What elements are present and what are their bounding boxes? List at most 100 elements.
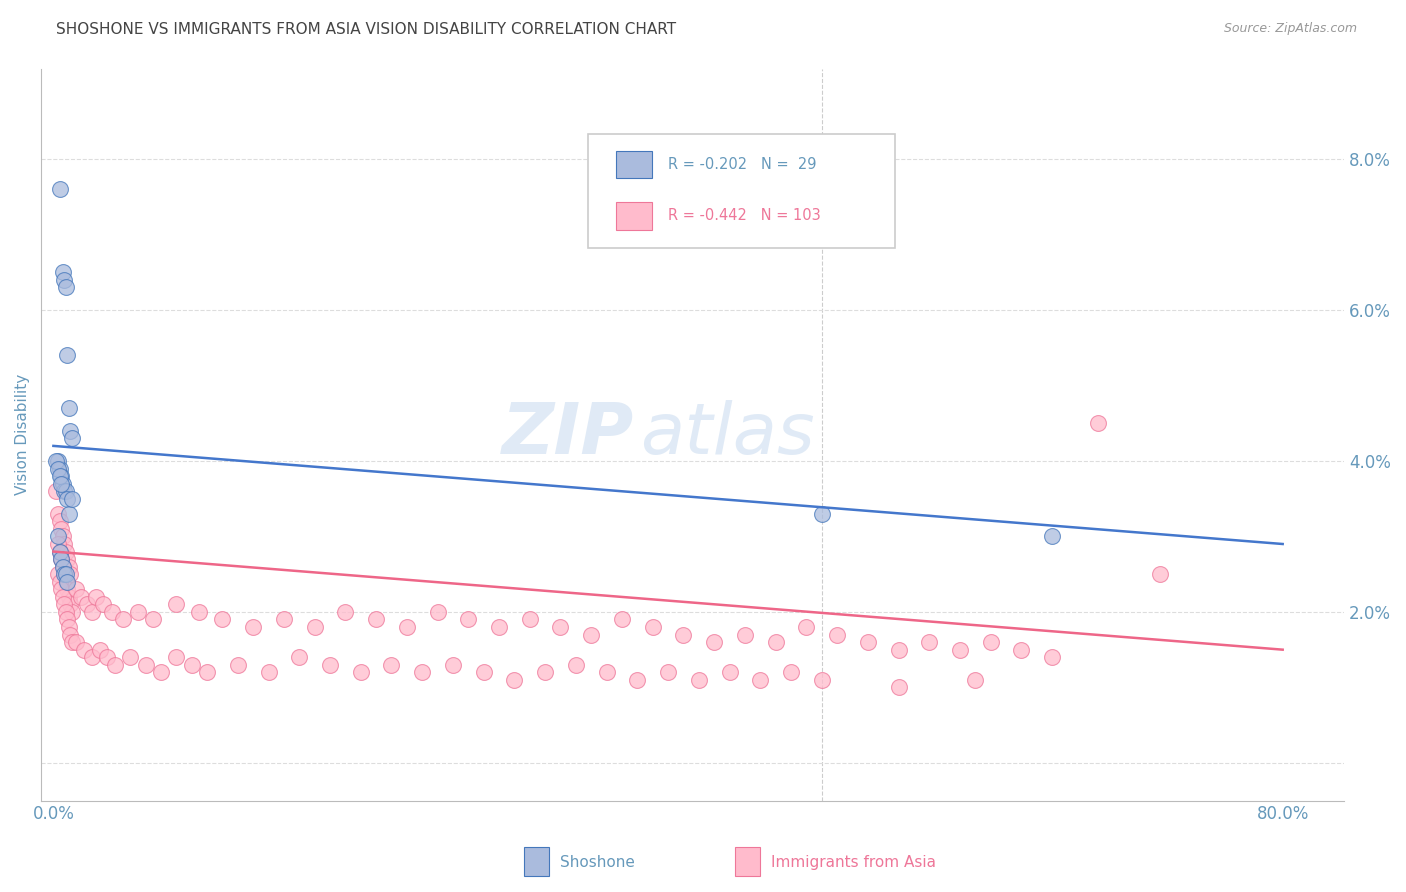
Point (60, 491, 83, 506)
Point (149, 665, 172, 680)
Point (49, 552, 72, 566)
Point (53, 484, 76, 499)
Point (749, 673, 772, 687)
Point (411, 665, 433, 680)
Point (104, 657, 127, 672)
Point (257, 665, 280, 680)
Point (1087, 416, 1109, 430)
Point (46, 537, 69, 551)
Point (49, 469, 72, 483)
Point (52, 476, 75, 491)
Point (703, 635, 725, 649)
Point (48, 574, 70, 589)
Point (610, 612, 633, 626)
Point (127, 605, 149, 619)
Text: R = -0.202   N =  29: R = -0.202 N = 29 (668, 157, 817, 172)
Point (56, 552, 79, 566)
Point (53, 567, 76, 582)
Point (180, 657, 202, 672)
Point (65, 635, 87, 649)
Point (718, 665, 741, 680)
Point (55, 605, 77, 619)
Point (304, 620, 326, 634)
Point (46, 507, 69, 521)
Point (641, 620, 664, 634)
Point (80, 650, 103, 665)
Point (48, 469, 70, 483)
Point (794, 620, 817, 634)
Point (53, 537, 76, 551)
Point (45, 484, 67, 499)
FancyBboxPatch shape (588, 135, 894, 248)
Point (46, 529, 69, 543)
Point (426, 605, 449, 619)
Point (91, 598, 114, 612)
Point (53, 567, 76, 582)
Point (780, 665, 803, 680)
Point (53, 598, 76, 612)
Point (46, 461, 69, 475)
Point (887, 642, 910, 657)
Point (49, 552, 72, 566)
Bar (616, 202, 652, 229)
Point (949, 642, 972, 657)
Text: Shoshone: Shoshone (561, 855, 636, 870)
Point (55, 280, 77, 294)
Point (364, 612, 387, 626)
Point (1040, 529, 1063, 543)
Point (48, 544, 70, 558)
Point (595, 665, 617, 680)
Point (472, 665, 495, 680)
Text: Source: ZipAtlas.com: Source: ZipAtlas.com (1223, 22, 1357, 36)
Point (56, 348, 79, 362)
Point (48, 461, 70, 475)
Point (380, 657, 402, 672)
Point (80, 605, 103, 619)
Point (887, 681, 910, 695)
Point (1149, 567, 1171, 582)
Bar (616, 151, 652, 178)
Point (503, 673, 526, 687)
Point (96, 650, 118, 665)
Point (52, 590, 75, 604)
Point (188, 605, 211, 619)
Point (101, 605, 124, 619)
Point (626, 673, 648, 687)
Point (856, 635, 879, 649)
Text: ZIP: ZIP (502, 401, 634, 469)
Point (579, 627, 602, 641)
Point (319, 657, 342, 672)
Point (657, 665, 679, 680)
Point (350, 665, 373, 680)
Point (46, 567, 69, 582)
Point (59, 598, 82, 612)
Point (335, 605, 357, 619)
Point (53, 273, 76, 287)
Point (825, 627, 848, 641)
Point (58, 590, 80, 604)
Point (55, 544, 77, 558)
Point (242, 620, 264, 634)
Y-axis label: Vision Disability: Vision Disability (15, 374, 30, 495)
Point (70, 590, 93, 604)
Point (688, 673, 710, 687)
Point (273, 612, 295, 626)
Point (48, 544, 70, 558)
Point (45, 454, 67, 468)
Point (55, 567, 77, 582)
Point (48, 514, 70, 528)
Text: atlas: atlas (641, 401, 815, 469)
Point (76, 598, 98, 612)
Point (48, 182, 70, 196)
Point (46, 454, 69, 468)
Point (56, 491, 79, 506)
Point (195, 665, 218, 680)
Point (672, 627, 695, 641)
Point (52, 559, 75, 574)
Point (965, 673, 987, 687)
Point (56, 574, 79, 589)
Point (211, 612, 233, 626)
Point (58, 620, 80, 634)
Point (73, 642, 96, 657)
Point (52, 265, 75, 279)
